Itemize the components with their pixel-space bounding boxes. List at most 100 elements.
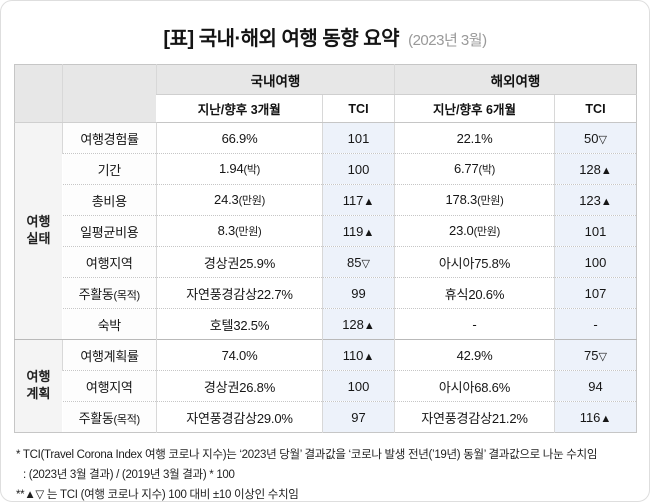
tci-value: 75 [584, 347, 599, 363]
group-label-line: 여행 [26, 369, 51, 385]
value-unit: (만원) [235, 226, 262, 238]
table-row: 여행지역 경상권25.9% 85▽ 아시아75.8% 100 [15, 246, 637, 278]
tci-triangle-mark: ▲ [600, 164, 612, 177]
domestic-value-cell: 66.9% [156, 122, 323, 154]
row-label-note: (목적) [113, 289, 141, 302]
value-unit: (만원) [477, 195, 504, 207]
value-text: 23.0 [449, 223, 474, 238]
footnote-triangle-legend: **▲▽ 는 TCI (여행 코로나 지수) 100 대비 ±10 이상인 수치… [16, 488, 299, 501]
row-label: 총비용 [91, 193, 127, 209]
overseas-value-cell: 22.1% [394, 122, 555, 154]
value-unit: (만원) [473, 226, 501, 238]
tci-value: 50 [584, 130, 599, 146]
tci-triangle-mark: ▲ [363, 226, 375, 239]
tci-value: 110 [342, 347, 364, 363]
group-label-line: 여행 [26, 214, 51, 230]
corner-cell-label [62, 64, 157, 123]
value-text: 22.1% [456, 130, 493, 146]
header-row-sub: 지난/향후 3개월 TCI 지난/향후 6개월 TCI [15, 94, 637, 123]
tci-triangle-mark: ▲ [363, 195, 375, 208]
domestic-value-cell: 24.3(만원) [156, 184, 323, 216]
value-text: 1.94 [218, 161, 244, 176]
header-overseas: 해외여행 [394, 64, 637, 95]
value-text: 자연풍경감상21.2% [421, 410, 528, 426]
row-label: 숙박 [97, 317, 122, 333]
overseas-tci-cell: 116▲ [554, 401, 637, 433]
overseas-value-cell: - [394, 308, 555, 340]
row-label-cell: 기간 [62, 153, 157, 185]
overseas-value-cell: 아시아68.6% [394, 370, 555, 402]
row-label-cell: 여행지역 [62, 370, 157, 402]
row-label-cell: 여행경험률 [62, 122, 157, 154]
domestic-tci-cell: 117▲ [322, 184, 395, 216]
overseas-value-cell: 자연풍경감상21.2% [394, 401, 555, 433]
domestic-tci-cell: 101 [322, 122, 395, 154]
tci-triangle-mark: ▽ [598, 133, 607, 146]
group-label-line: 계획 [26, 386, 51, 401]
domestic-tci-cell: 97 [322, 401, 395, 433]
overseas-value-cell: 휴식20.6% [394, 277, 555, 309]
header-overseas-period: 지난/향후 6개월 [394, 94, 555, 123]
header-domestic-period: 지난/향후 3개월 [156, 94, 323, 123]
header-domestic-tci: TCI [322, 94, 395, 123]
tci-value: 117 [342, 192, 364, 208]
tci-value: 94 [588, 378, 603, 394]
domestic-value-cell: 1.94(박) [156, 153, 323, 185]
row-label: 일평균비용 [80, 224, 139, 240]
tci-value: 99 [351, 285, 366, 301]
footnote-tci-formula: : (2023년 3월 결과) / (2019년 3월 결과) * 100 [23, 468, 235, 481]
value-text: 아시아75.8% [438, 255, 511, 271]
row-group-travel-actual: 여행 실태 [14, 122, 63, 340]
tci-value: 107 [584, 285, 607, 301]
tci-triangle-mark: ▽ [361, 257, 370, 270]
overseas-tci-cell: - [554, 308, 637, 340]
row-label-cell: 숙박 [62, 308, 157, 340]
value-text: 66.9% [221, 130, 258, 146]
tci-value: 101 [584, 223, 607, 239]
overseas-tci-cell: 123▲ [554, 184, 637, 216]
value-text: 6.77 [453, 161, 479, 176]
domestic-tci-cell: 119▲ [322, 215, 395, 247]
value-text: 아시아68.6% [438, 379, 511, 395]
overseas-tci-cell: 128▲ [554, 153, 637, 185]
row-label-cell: 총비용 [62, 184, 157, 216]
value-text: 호텔32.5% [209, 317, 270, 333]
overseas-tci-cell: 94 [554, 370, 637, 402]
row-label: 여행지역 [85, 379, 133, 395]
page-title: [표] 국내·해외 여행 동향 요약 (2023년 3월) [1, 22, 649, 51]
corner-cell-group [14, 64, 63, 123]
table-row: 여행 실태 여행경험률 66.9% 101 22.1% 50▽ [14, 122, 637, 340]
value-text: 경상권26.8% [203, 379, 276, 395]
travel-summary-table: 국내여행 해외여행 지난/향후 3개월 TCI 지난/향후 6개월 TCI 여행… [14, 64, 637, 433]
overseas-tci-cell: 107 [554, 277, 637, 309]
row-label: 여행지역 [85, 255, 133, 271]
value-text: 경상권25.9% [203, 255, 276, 271]
value-unit: (만원) [238, 195, 266, 207]
row-label: 여행경험률 [80, 131, 139, 147]
value-unit: (박) [478, 164, 496, 176]
table-row: 여행 계획 여행계획률 74.0% 110▲ 42.9% 75▽ [14, 339, 637, 433]
domestic-tci-cell: 110▲ [322, 339, 395, 371]
domestic-tci-cell: 85▽ [322, 246, 395, 278]
page-title-period: (2023년 3월) [408, 32, 487, 49]
domestic-tci-cell: 100 [322, 370, 395, 402]
tci-triangle-mark: ▲ [600, 412, 612, 425]
value-text: 42.9% [456, 347, 493, 363]
overseas-value-cell: 42.9% [394, 339, 555, 371]
overseas-tci-cell: 100 [554, 246, 637, 278]
row-label: 주활동 [78, 286, 114, 302]
tci-value: 128 [342, 316, 364, 332]
tci-triangle-mark: ▲ [363, 350, 375, 363]
value-text: 74.0% [221, 347, 258, 363]
table-row: 여행지역 경상권26.8% 100 아시아68.6% 94 [15, 370, 637, 402]
domestic-value-cell: 74.0% [156, 339, 323, 371]
header-row-groups: 국내여행 해외여행 [14, 64, 637, 123]
footnotes: * TCI(Travel Corona Index 여행 코로나 지수)는 ‘2… [16, 446, 634, 501]
page-title-text: [표] 국내·해외 여행 동향 요약 [163, 28, 400, 50]
domestic-value-cell: 자연풍경감상22.7% [156, 277, 323, 309]
value-text: 8.3 [217, 223, 236, 238]
domestic-value-cell: 자연풍경감상29.0% [156, 401, 323, 433]
overseas-value-cell: 6.77(박) [394, 153, 555, 185]
header-domestic: 국내여행 [156, 64, 395, 95]
overseas-tci-cell: 50▽ [554, 122, 637, 154]
